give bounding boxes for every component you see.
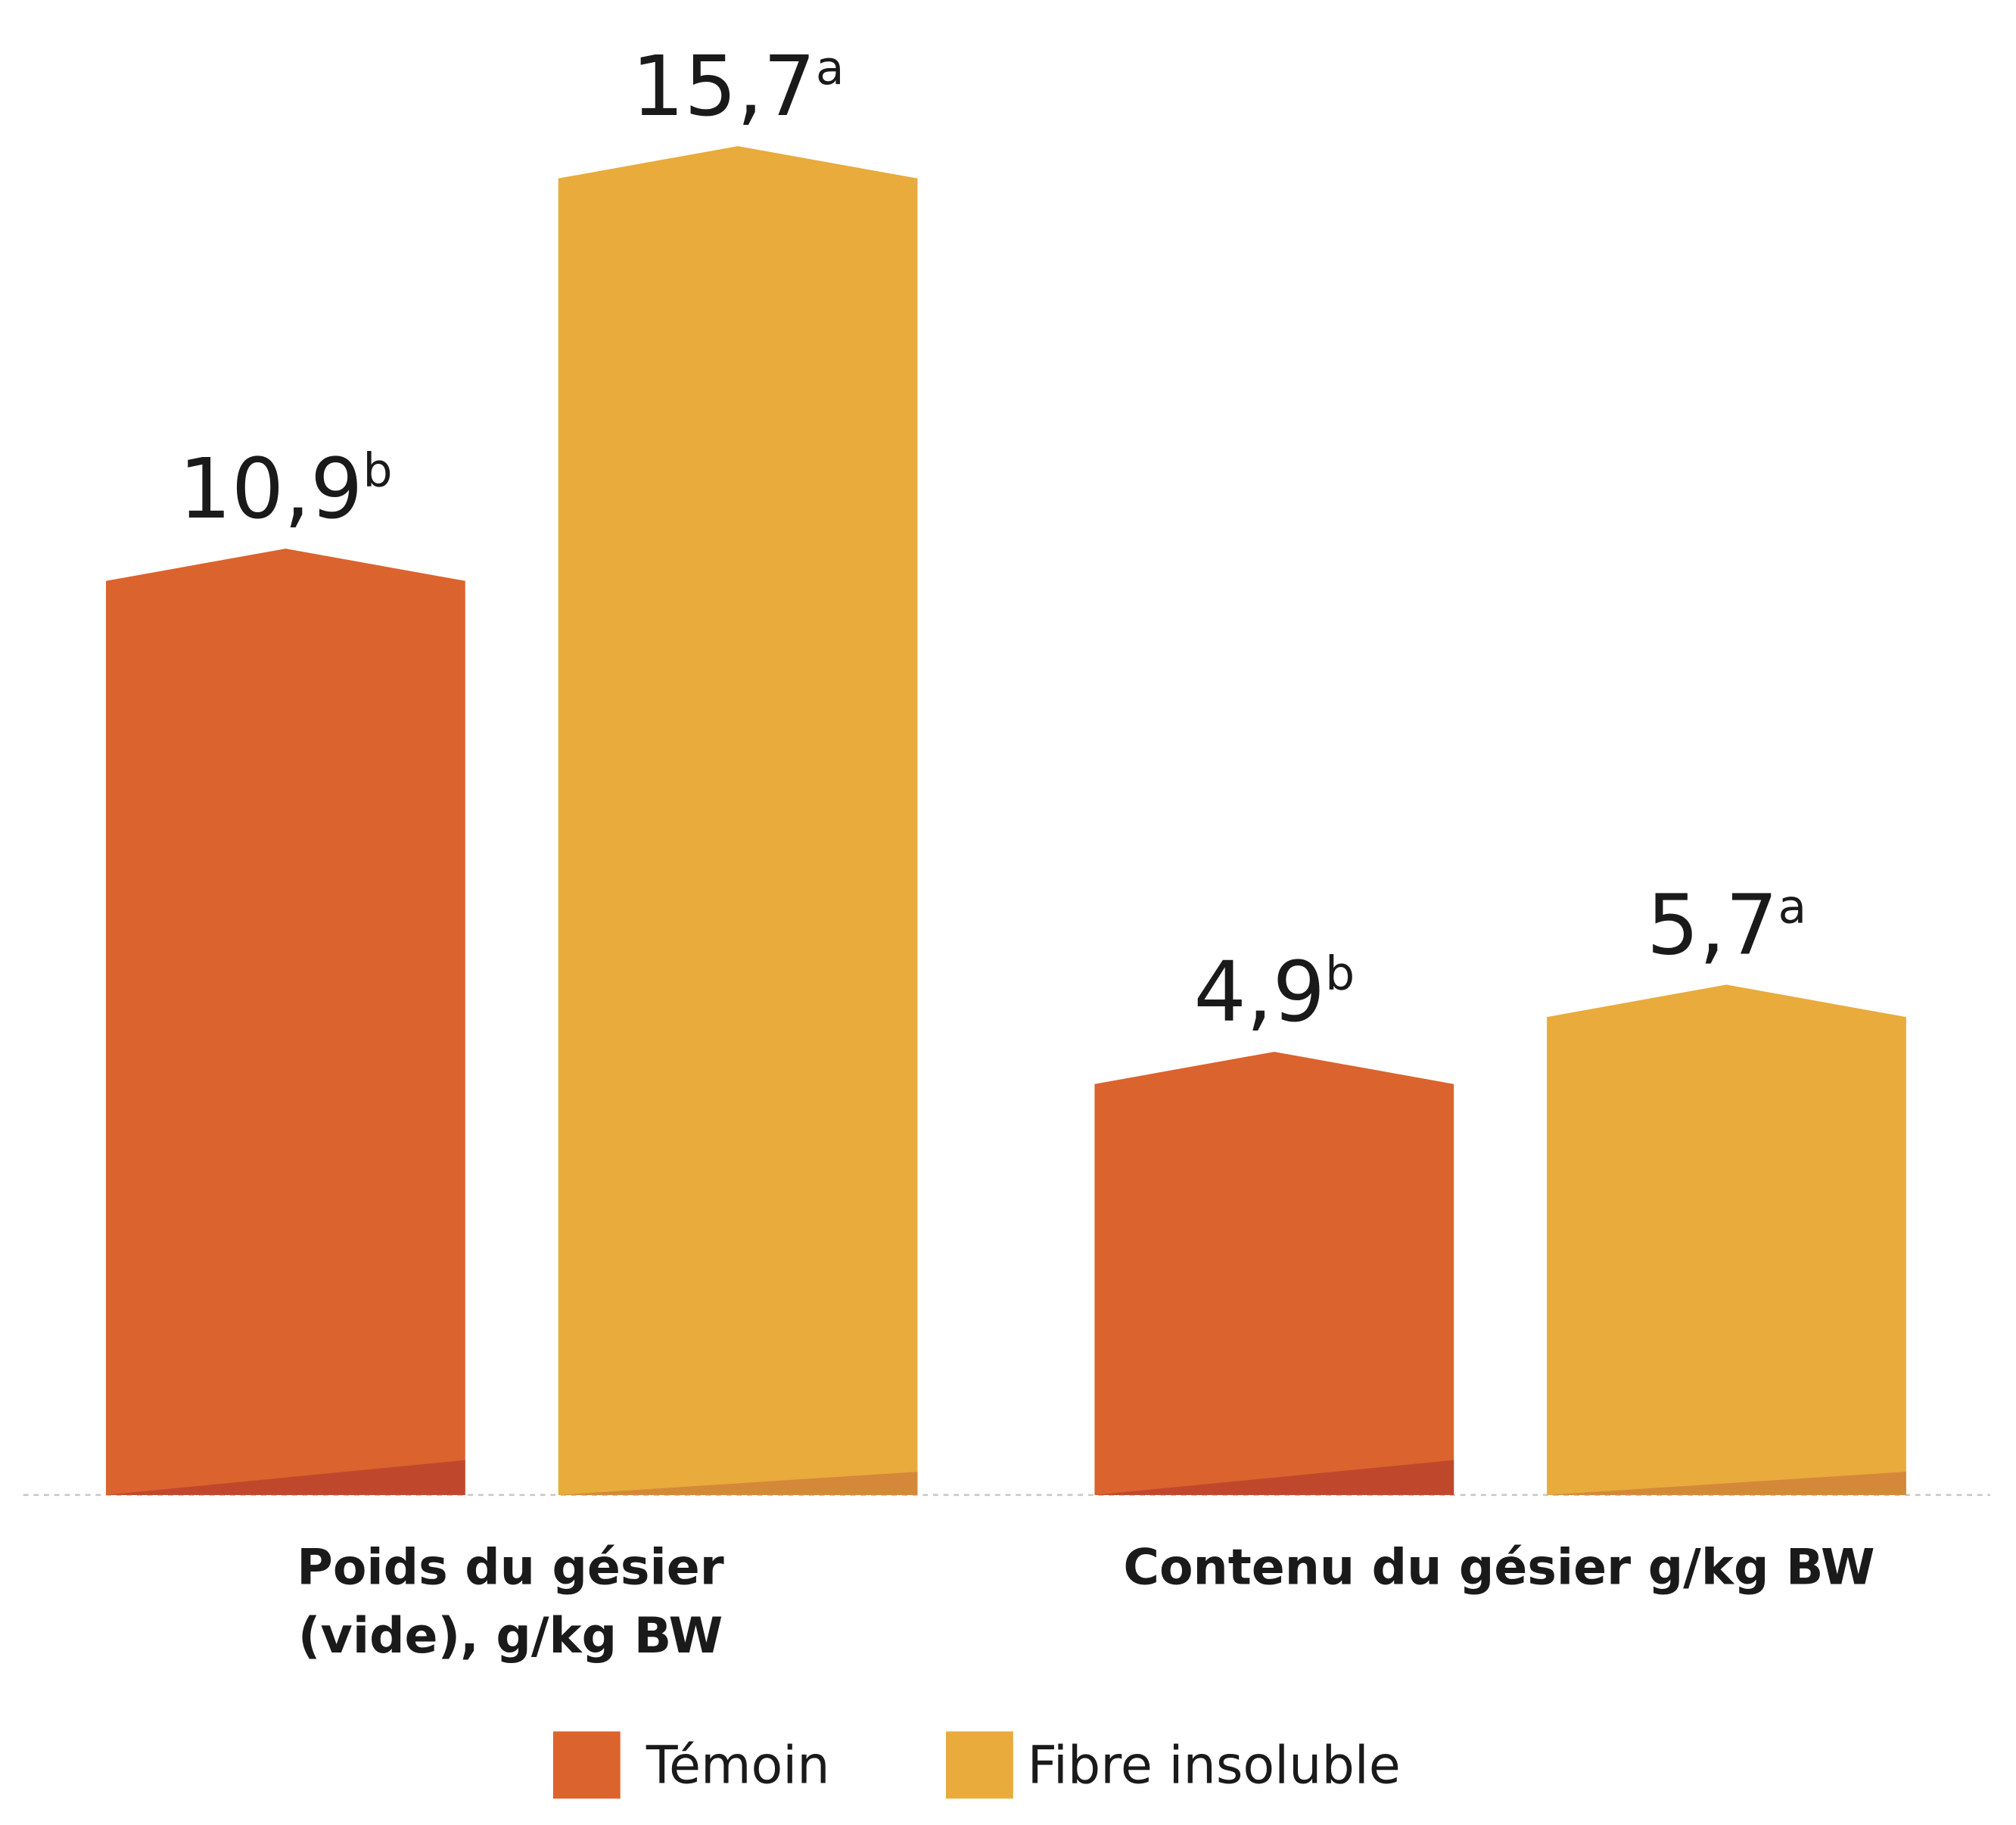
bar	[1547, 984, 1906, 1495]
legend-label: Fibre insoluble	[1028, 1736, 1401, 1796]
bar	[558, 146, 918, 1495]
value-label: 10,9b	[179, 441, 392, 537]
value-label: 15,7a	[632, 39, 845, 135]
legend-swatch	[946, 1731, 1013, 1799]
x-tick-label: Contenu du gésier g/kg BW	[1123, 1540, 1874, 1596]
value-label: 4,9b	[1193, 944, 1355, 1040]
bar-shadow	[1547, 1472, 1906, 1495]
bar-shadow	[106, 1460, 465, 1495]
bar	[106, 549, 465, 1495]
legend-swatch	[552, 1731, 621, 1799]
bar-shadow	[1094, 1460, 1454, 1495]
value-label-letter: b	[363, 444, 393, 498]
x-tick-label: Poids du gésier	[297, 1540, 724, 1596]
value-label-number: 10,9	[179, 441, 362, 537]
x-tick-label: (vide), g/kg BW	[298, 1608, 723, 1665]
value-label-number: 4,9	[1193, 944, 1325, 1040]
legend-label: Témoin	[646, 1736, 830, 1796]
bar	[1094, 1052, 1454, 1495]
value-label-number: 5,7	[1647, 877, 1778, 973]
value-label-number: 15,7	[632, 39, 816, 135]
value-label-letter: a	[816, 42, 845, 95]
value-label-letter: b	[1325, 947, 1355, 1001]
value-label-letter: a	[1778, 880, 1807, 934]
bar-shadow	[558, 1472, 918, 1495]
value-label: 5,7a	[1647, 877, 1806, 973]
